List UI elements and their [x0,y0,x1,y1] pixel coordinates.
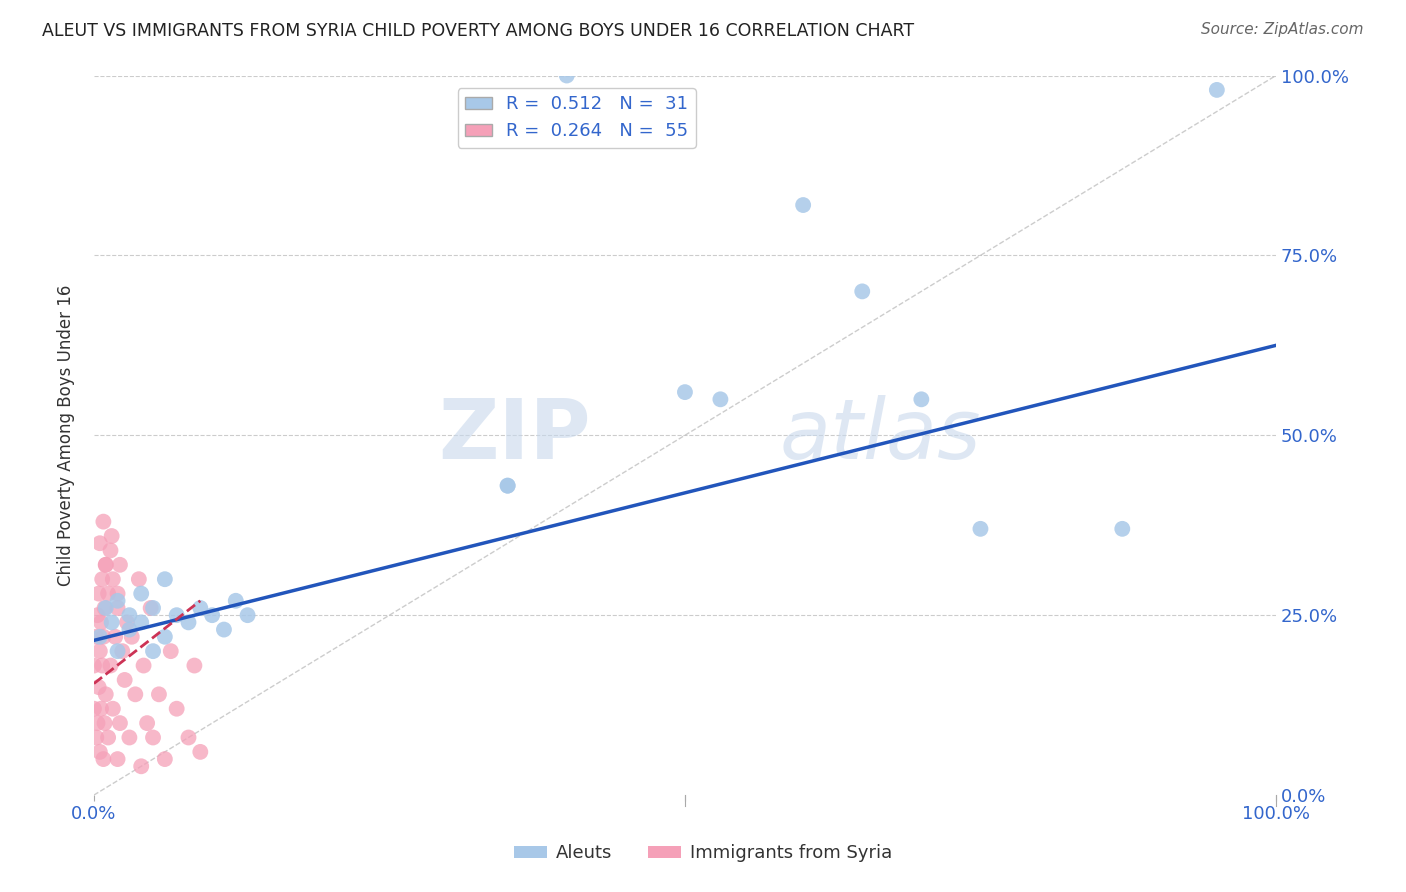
Point [673,385,696,400]
Point [93,752,115,766]
Point [100,615,122,630]
Point [142,644,165,658]
Point [89,745,111,759]
Point [94,687,117,701]
Text: ALEUT VS IMMIGRANTS FROM SYRIA CHILD POVERTY AMONG BOYS UNDER 16 CORRELATION CHA: ALEUT VS IMMIGRANTS FROM SYRIA CHILD POV… [42,22,914,40]
Point [709,392,731,407]
Point [93,601,115,615]
Point [89,630,111,644]
Point [101,702,124,716]
Point [969,522,991,536]
Point [792,198,814,212]
Point [107,601,129,615]
Point [89,644,111,658]
Point [153,630,176,644]
Point [100,543,122,558]
Point [91,658,114,673]
Point [177,731,200,745]
Point [136,716,159,731]
Point [115,615,138,630]
Point [83,658,105,673]
Point [94,558,117,572]
Text: Source: ZipAtlas.com: Source: ZipAtlas.com [1201,22,1364,37]
Point [93,630,115,644]
Point [225,594,247,608]
Point [132,658,155,673]
Point [153,752,176,766]
Point [1111,522,1133,536]
Point [496,478,519,492]
Point [159,644,181,658]
Point [107,644,129,658]
Point [84,731,107,745]
Point [166,702,188,716]
Point [93,515,115,529]
Point [910,392,932,407]
Point [129,759,152,773]
Point [86,608,108,623]
Point [87,586,110,600]
Point [139,601,162,615]
Point [166,608,188,623]
Point [153,572,176,586]
Point [91,572,114,586]
Point [100,529,122,543]
Point [128,572,150,586]
Point [188,745,211,759]
Point [851,285,873,299]
Point [90,702,112,716]
Point [111,644,134,658]
Point [87,680,110,694]
Point [118,623,141,637]
Point [90,615,112,630]
Point [555,69,578,83]
Point [89,536,111,550]
Point [201,608,224,623]
Point [118,608,141,623]
Text: atlas: atlas [779,395,981,475]
Point [84,630,107,644]
Point [94,558,117,572]
Text: ZIP: ZIP [437,395,591,475]
Point [104,630,127,644]
Point [114,673,136,687]
Point [101,572,124,586]
Point [118,731,141,745]
Point [97,731,120,745]
Point [97,586,120,600]
Point [148,687,170,701]
Point [108,716,131,731]
Point [100,658,122,673]
Legend: Aleuts, Immigrants from Syria: Aleuts, Immigrants from Syria [508,838,898,870]
Point [142,601,165,615]
Point [124,687,146,701]
Point [142,731,165,745]
Point [1205,83,1227,97]
Point [94,601,117,615]
Point [108,558,131,572]
Point [236,608,259,623]
Point [129,615,152,630]
Point [177,615,200,630]
Point [107,586,129,600]
Legend: R =  0.512   N =  31, R =  0.264   N =  55: R = 0.512 N = 31, R = 0.264 N = 55 [457,88,696,147]
Point [86,716,108,731]
Point [183,658,205,673]
Point [496,478,519,492]
Y-axis label: Child Poverty Among Boys Under 16: Child Poverty Among Boys Under 16 [58,285,75,586]
Point [121,630,143,644]
Point [93,716,115,731]
Point [188,601,211,615]
Point [212,623,235,637]
Point [107,752,129,766]
Point [83,702,105,716]
Point [129,586,152,600]
Point [107,594,129,608]
